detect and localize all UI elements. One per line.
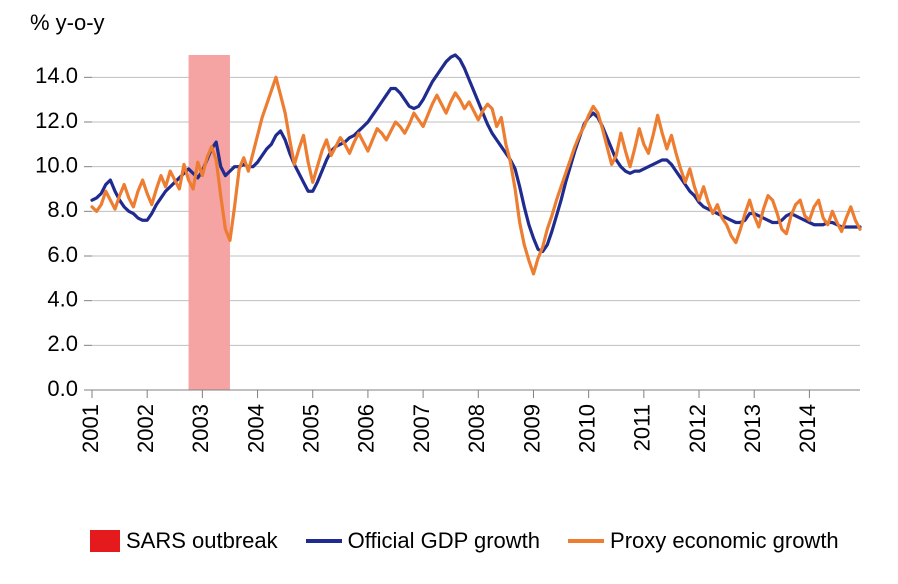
x-tick-label: 2003: [188, 404, 213, 453]
chart-svg: 0.0 2.0 4.0 6.0 8.0 10.0 12.0 14.0 2001 2002 2003 2…: [0, 0, 898, 584]
y-tick-label: 8.0: [47, 197, 78, 222]
y-tick-label: 0.0: [47, 376, 78, 401]
x-tick-label: 2014: [795, 404, 820, 453]
x-tick-label: 2001: [78, 404, 103, 453]
legend-swatch-line: [568, 539, 604, 543]
y-tick-label: 4.0: [47, 286, 78, 311]
y-tick-label: 14.0: [35, 63, 78, 88]
y-tick-label: 12.0: [35, 108, 78, 133]
y-tick-label: 6.0: [47, 242, 78, 267]
legend-item: SARS outbreak: [90, 528, 278, 554]
x-tick-label: 2005: [299, 404, 324, 453]
x-tick-label: 2007: [409, 404, 434, 453]
legend-label: SARS outbreak: [126, 528, 278, 554]
legend-item: Proxy economic growth: [568, 528, 839, 554]
x-tick-label: 2009: [519, 404, 544, 453]
legend-item: Official GDP growth: [306, 528, 540, 554]
legend-label: Proxy economic growth: [610, 528, 839, 554]
x-tick-label: 2012: [685, 404, 710, 453]
y-tick-label: 10.0: [35, 152, 78, 177]
chart-container: % y-o-y 0.0 2.0 4.0 6.0 8.0 10.0 12.0 14.0 2001 2…: [0, 0, 898, 584]
x-tick-label: 2008: [464, 404, 489, 453]
x-tick-label: 2002: [133, 404, 158, 453]
x-tick-label: 2004: [243, 404, 268, 453]
legend: SARS outbreak Official GDP growth Proxy ec…: [90, 528, 839, 554]
y-tick-label: 2.0: [47, 331, 78, 356]
x-tick-label: 2006: [354, 404, 379, 453]
y-axis-title: % y-o-y: [30, 10, 105, 36]
x-tick-label: 2010: [574, 404, 599, 453]
x-tick-label: 2011: [630, 404, 655, 451]
legend-swatch-rect: [90, 530, 120, 552]
x-tick-label: 2013: [740, 404, 765, 453]
legend-label: Official GDP growth: [348, 528, 540, 554]
legend-swatch-line: [306, 539, 342, 543]
